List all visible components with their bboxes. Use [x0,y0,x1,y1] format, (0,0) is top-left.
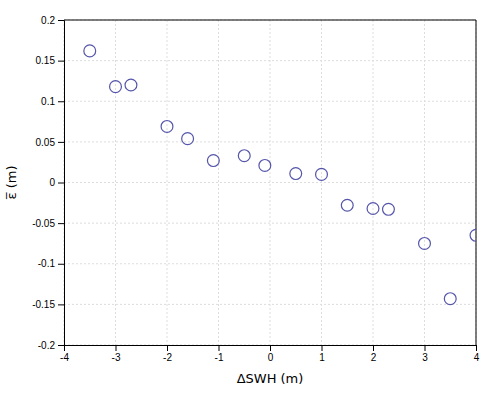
y-grid-line [64,182,476,183]
x-grid-line [476,20,477,345]
y-grid-line [64,101,476,102]
y-tick: 0.15 [36,55,64,66]
y-tick-label: -0.1 [38,258,56,269]
point [419,238,431,250]
y-grid-line [64,141,476,142]
point [110,81,122,93]
y-axis-title: ε̅ (m) [4,166,19,200]
x-grid-line [115,20,116,345]
x-tick-label: -4 [60,352,69,363]
y-tick-mark [58,142,64,143]
y-tick-label: 0 [49,177,55,188]
plot: -4 -3 -2 -1 0 1 2 3 4 -0.2 -0.15 -0.1 -0.05 0 0.05 0.1 0… [32,15,482,363]
point [341,199,353,211]
point [367,203,379,215]
y-axis-line [58,21,65,346]
grid [64,20,476,345]
point [444,293,456,305]
y-tick: 0.05 [36,137,64,148]
y-tick: -0.15 [32,299,64,310]
y-tick-label: -0.15 [32,299,55,310]
point [161,121,173,133]
y-tick-mark [58,304,64,305]
x-tick-label: 1 [319,352,325,363]
y-tick: 0.1 [41,96,64,107]
x-tick-label: 3 [422,352,428,363]
y-tick-label: 0.2 [41,15,55,26]
x-tick: -3 [112,345,121,363]
y-tick-mark [58,101,64,102]
y-tick-label: 0.1 [41,96,55,107]
x-tick-mark [373,345,374,351]
point [207,155,219,167]
x-tick: 3 [422,345,428,363]
y-grid-line [64,263,476,264]
x-tick-mark [116,345,117,351]
points [84,45,476,305]
x-tick: 0 [268,345,274,363]
y-tick: -0.2 [38,340,64,351]
point [470,229,476,241]
x-tick-label: -1 [215,352,224,363]
y-tick: 0 [49,177,64,188]
y-tick-mark [58,183,64,184]
x-tick-mark [425,345,426,351]
y-axis: -0.2 -0.15 -0.1 -0.05 0 0.05 0.1 0.15 0.2 [32,15,64,351]
point [290,168,302,180]
y-tick-mark [58,264,64,265]
x-tick: -4 [60,345,69,363]
y-grid-line [64,60,476,61]
point [259,160,271,172]
y-tick: -0.1 [38,258,64,269]
y-tick-label: 0.15 [36,55,56,66]
frame [64,20,476,21]
x-axis: -4 -3 -2 -1 0 1 2 3 4 [60,345,480,363]
y-tick-label: -0.05 [32,218,55,229]
x-tick-label: 0 [268,352,274,363]
y-tick-mark [58,61,64,62]
frame [476,20,477,345]
point [316,168,328,180]
y-grid-line [64,304,476,305]
y-tick-label: -0.2 [38,340,56,351]
x-tick-mark [476,345,477,351]
x-axis-line [65,346,477,352]
x-axis-title: ΔSWH (m) [237,371,304,386]
x-grid-line [167,20,168,345]
x-tick: 2 [371,345,377,363]
x-tick-label: -2 [163,352,172,363]
x-tick: -2 [163,345,172,363]
x-tick: -1 [215,345,224,363]
y-tick-mark [58,345,64,346]
x-tick: 1 [319,345,325,363]
y-tick-label: 0.05 [36,137,56,148]
point [182,133,194,145]
x-tick-label: 4 [474,352,480,363]
point [84,45,96,57]
y-tick: -0.05 [32,218,64,229]
x-tick-mark [322,345,323,351]
x-tick-label: -3 [112,352,121,363]
x-grid-line [218,20,219,345]
y-tick-mark [58,20,64,21]
x-tick: 4 [474,345,480,363]
point [125,79,137,91]
x-tick-label: 2 [371,352,377,363]
point [383,203,395,215]
y-tick: 0.2 [41,15,64,26]
y-tick-mark [58,223,64,224]
point [238,150,250,162]
x-tick-mark [219,345,220,351]
y-grid-line [64,223,476,224]
chart: -4 -3 -2 -1 0 1 2 3 4 -0.2 -0.15 -0.1 -0.05 0 0.05 0.1 0… [0,0,500,393]
y-grid-line [64,20,476,21]
x-tick-mark [167,345,168,351]
x-tick-mark [270,345,271,351]
